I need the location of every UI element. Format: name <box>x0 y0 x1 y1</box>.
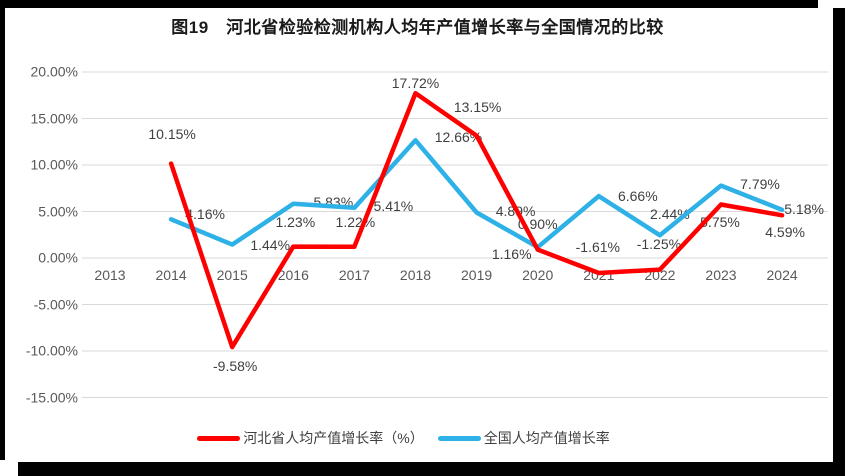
data-label-national: 5.18% <box>784 200 824 217</box>
x-tick-label: 2016 <box>277 267 309 283</box>
y-tick-label: -15.00% <box>25 389 78 406</box>
legend-label-national: 全国人均产值增长率 <box>483 430 610 446</box>
y-tick-label: 0.00% <box>38 249 78 266</box>
y-tick-label: 5.00% <box>38 203 78 220</box>
data-label-national: 1.44% <box>250 236 291 253</box>
y-tick-label: 20.00% <box>30 63 78 80</box>
legend-label-hebei: 河北省人均产值增长率（%） <box>243 430 424 446</box>
x-tick-label: 2023 <box>705 267 737 283</box>
y-tick-label: 10.00% <box>30 156 78 173</box>
page-edge-bottom <box>18 462 845 476</box>
data-label-hebei: 13.15% <box>453 98 502 115</box>
legend-swatch-hebei <box>197 435 241 441</box>
data-label-hebei: -9.58% <box>213 358 258 375</box>
data-label-hebei: 17.72% <box>391 75 440 92</box>
data-label-national: 4.16% <box>185 206 225 223</box>
page-edge-top <box>0 0 818 8</box>
x-tick-label: 2020 <box>522 267 554 283</box>
y-tick-label: 15.00% <box>30 110 78 127</box>
legend-item-national: 全国人均产值增长率 <box>437 428 610 448</box>
data-label-hebei: 1.23% <box>275 213 316 230</box>
x-tick-label: 2017 <box>338 267 370 283</box>
y-tick-label: -10.00% <box>25 342 78 359</box>
x-tick-label: 2018 <box>399 267 432 283</box>
x-tick-label: 2014 <box>155 267 187 283</box>
data-label-national: 5.41% <box>373 197 414 214</box>
legend-swatch-national <box>437 435 481 441</box>
data-label-hebei: 4.59% <box>765 224 805 241</box>
x-tick-label: 2013 <box>94 267 126 283</box>
data-label-national: 7.79% <box>740 175 780 192</box>
x-tick-label: 2019 <box>461 267 493 283</box>
legend-item-hebei: 河北省人均产值增长率（%） <box>197 428 424 448</box>
series-line-hebei <box>168 90 785 350</box>
y-tick-label: -5.00% <box>33 296 78 313</box>
page-edge-left <box>0 0 5 460</box>
legend: 河北省人均产值增长率（%） 全国人均产值增长率 <box>0 428 807 448</box>
series-line-national <box>168 138 785 250</box>
chart-title: 图19 河北省检验检测机构人均年产值增长率与全国情况的比较 <box>171 18 664 37</box>
x-tick-label: 2015 <box>216 267 248 283</box>
data-label-national: 6.66% <box>617 188 658 205</box>
page-edge-right <box>833 8 845 476</box>
x-tick-label: 2024 <box>766 267 798 283</box>
data-label-hebei: -1.25% <box>636 235 682 252</box>
data-label-national: 1.16% <box>491 246 532 263</box>
data-label-hebei: 10.15% <box>148 125 196 142</box>
data-label-hebei: -1.61% <box>575 238 620 255</box>
